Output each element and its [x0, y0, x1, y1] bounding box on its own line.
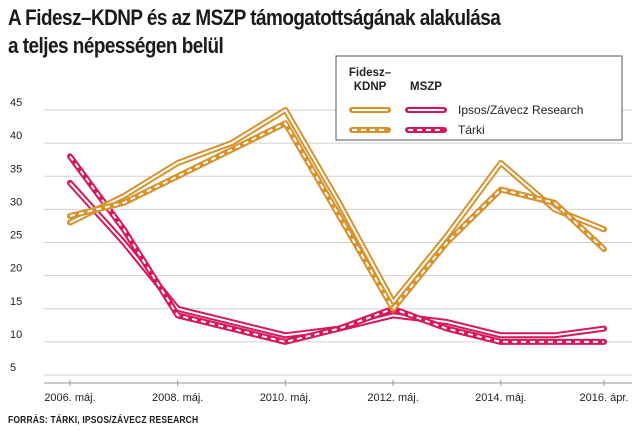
legend: Fidesz– KDNP MSZP Ipsos/Závecz Research Tárk… [335, 55, 623, 141]
chart-title-line-1: A Fidesz–KDNP és az MSZP támogatottságán… [8, 5, 501, 30]
series-fidesz-tarki [67, 120, 607, 312]
series-lines [67, 107, 607, 345]
grid-lines [44, 109, 632, 384]
y-tick-label: 25 [10, 230, 22, 242]
y-tick-label: 30 [10, 196, 22, 208]
chart-title: A Fidesz–KDNP és az MSZP támogatottságán… [8, 4, 550, 60]
x-tick-label: 2008. máj. [152, 392, 203, 404]
x-axis-ticks: 2006. máj. 2008. máj. 2010. máj. 2012. máj.… [44, 380, 628, 404]
x-tick-label: 2012. máj. [367, 392, 418, 404]
legend-box [335, 55, 623, 141]
series-line-outer [67, 120, 607, 312]
series-line-outer [67, 179, 607, 339]
y-tick-label: 5 [10, 362, 16, 374]
source-note: FORRÁS: TÁRKI, IPSOS/ZÁVECZ RESEARCH [8, 415, 199, 426]
y-tick-label: 10 [10, 329, 22, 341]
y-axis-ticks: 5 10 15 20 25 30 35 40 45 [10, 97, 22, 374]
x-tick-label: 2010. máj. [260, 392, 311, 404]
y-tick-label: 15 [10, 296, 22, 308]
y-tick-label: 35 [10, 163, 22, 175]
series-mszp-ipsos [67, 179, 607, 339]
y-tick-label: 20 [10, 263, 22, 275]
series-line-inner [69, 122, 605, 310]
x-tick-label: 2016. ápr. [580, 392, 629, 404]
series-line-inner [69, 109, 605, 304]
series-mszp-tarki [67, 153, 607, 345]
series-fidesz-ipsos [67, 107, 607, 306]
legend-head-mszp: MSZP [410, 81, 442, 93]
series-line-outer [67, 153, 607, 345]
legend-label-ipsos: Ipsos/Závecz Research [458, 103, 583, 117]
chart-title-line-2: a teljes népességen belül [8, 33, 224, 58]
x-tick-label: 2006. máj. [44, 392, 95, 404]
series-line-inner [69, 182, 605, 337]
legend-label-tarki: Tárki [458, 123, 485, 137]
legend-head-fidesz: Fidesz– KDNP [349, 67, 392, 93]
x-tick-label: 2014. máj. [475, 392, 526, 404]
y-tick-label: 40 [10, 130, 22, 142]
y-tick-label: 45 [10, 97, 22, 109]
